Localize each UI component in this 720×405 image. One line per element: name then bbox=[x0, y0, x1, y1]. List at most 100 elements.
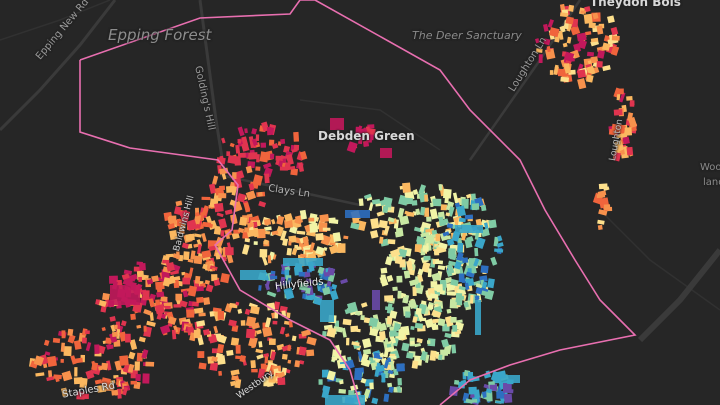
building-footprint bbox=[216, 343, 225, 354]
building-footprint bbox=[187, 285, 198, 297]
building-footprint bbox=[53, 374, 62, 380]
building-footprint bbox=[449, 253, 457, 261]
building-footprint bbox=[394, 255, 403, 265]
building-footprint bbox=[624, 127, 633, 136]
building-footprint bbox=[245, 165, 253, 174]
building-footprint bbox=[233, 178, 243, 189]
building-footprint bbox=[219, 155, 225, 163]
building-footprint bbox=[197, 351, 205, 359]
building-footprint bbox=[299, 360, 305, 365]
building-footprint bbox=[298, 346, 307, 356]
building-footprint bbox=[195, 327, 201, 334]
building-footprint bbox=[495, 401, 504, 404]
building-footprint bbox=[326, 370, 336, 381]
building-footprint bbox=[431, 272, 442, 282]
building-footprint bbox=[425, 234, 435, 244]
building-footprint bbox=[245, 190, 257, 201]
building-footprint bbox=[120, 320, 127, 327]
building-footprint bbox=[357, 351, 363, 362]
building-footprint bbox=[248, 152, 258, 160]
building-footprint bbox=[190, 250, 196, 260]
building-footprint bbox=[368, 317, 379, 328]
building-footprint bbox=[130, 313, 136, 320]
building-footprint bbox=[215, 252, 221, 260]
building-footprint bbox=[409, 278, 419, 287]
building-footprint bbox=[196, 296, 204, 304]
building-footprint bbox=[258, 341, 263, 348]
building-footprint bbox=[610, 45, 620, 56]
building-footprint bbox=[276, 215, 285, 226]
building-footprint bbox=[263, 218, 272, 226]
building-footprint bbox=[121, 273, 130, 280]
building-footprint bbox=[228, 319, 237, 327]
building-footprint bbox=[360, 377, 367, 384]
building-footprint bbox=[227, 155, 237, 164]
building-footprint bbox=[288, 320, 293, 328]
building-footprint bbox=[241, 136, 249, 147]
building-footprint bbox=[354, 310, 361, 316]
building-footprint bbox=[114, 324, 118, 330]
building-footprint bbox=[474, 295, 480, 301]
building-footprint bbox=[235, 301, 240, 306]
building-footprint bbox=[245, 328, 256, 339]
building-footprint bbox=[231, 232, 240, 240]
building-footprint bbox=[183, 251, 190, 261]
building-footprint bbox=[143, 308, 152, 316]
building-footprint bbox=[130, 380, 137, 385]
building-footprint bbox=[270, 351, 276, 361]
road-minor-4 bbox=[0, 0, 111, 41]
building-footprint bbox=[279, 326, 286, 335]
building-footprint bbox=[424, 194, 429, 202]
building-footprint bbox=[226, 151, 231, 157]
boundary-line-west bbox=[79, 60, 361, 405]
building-footprint bbox=[380, 267, 388, 274]
building-footprint bbox=[237, 126, 245, 137]
building-footprint bbox=[185, 233, 195, 241]
building-footprint bbox=[299, 253, 307, 258]
building-footprint bbox=[167, 316, 177, 325]
building-footprint bbox=[446, 291, 456, 296]
building-footprint bbox=[503, 393, 513, 403]
building-footprint bbox=[149, 312, 154, 321]
building-footprint bbox=[597, 49, 605, 59]
building-footprint bbox=[347, 301, 358, 314]
building-footprint bbox=[155, 281, 165, 290]
building-footprint bbox=[240, 320, 246, 326]
building-footprint bbox=[410, 340, 415, 345]
building-footprint bbox=[112, 331, 118, 337]
building-footprint bbox=[262, 326, 273, 338]
building-footprint bbox=[389, 334, 397, 344]
building-footprint bbox=[111, 389, 119, 396]
building-footprint bbox=[543, 38, 551, 46]
building-footprint bbox=[142, 373, 150, 384]
building-footprint bbox=[256, 329, 262, 335]
building-footprint bbox=[442, 231, 450, 237]
building-footprint bbox=[626, 95, 633, 101]
building-footprint bbox=[235, 344, 241, 354]
building-footprint bbox=[363, 388, 371, 399]
building-footprint bbox=[357, 127, 368, 135]
building-footprint bbox=[461, 257, 469, 264]
boundary-line bbox=[79, 0, 637, 405]
building-footprint bbox=[229, 199, 236, 207]
building-footprint bbox=[490, 256, 498, 266]
building-footprint bbox=[456, 205, 466, 217]
building-footprint bbox=[264, 283, 270, 291]
building-footprint bbox=[253, 227, 259, 238]
building-footprint bbox=[272, 320, 278, 325]
building-footprint bbox=[170, 270, 179, 276]
building-footprint bbox=[598, 183, 608, 190]
building-footprint bbox=[427, 287, 435, 296]
building-footprint bbox=[67, 328, 74, 336]
building-footprint bbox=[94, 379, 103, 385]
building-footprint bbox=[256, 353, 264, 360]
building-footprint bbox=[590, 56, 599, 64]
building-footprint bbox=[322, 385, 331, 393]
building-footprint bbox=[464, 214, 474, 220]
building-footprint bbox=[383, 393, 390, 402]
building-footprint bbox=[427, 304, 434, 310]
building-footprint bbox=[290, 168, 299, 176]
building-footprint bbox=[61, 387, 68, 397]
building-footprint bbox=[339, 380, 344, 385]
